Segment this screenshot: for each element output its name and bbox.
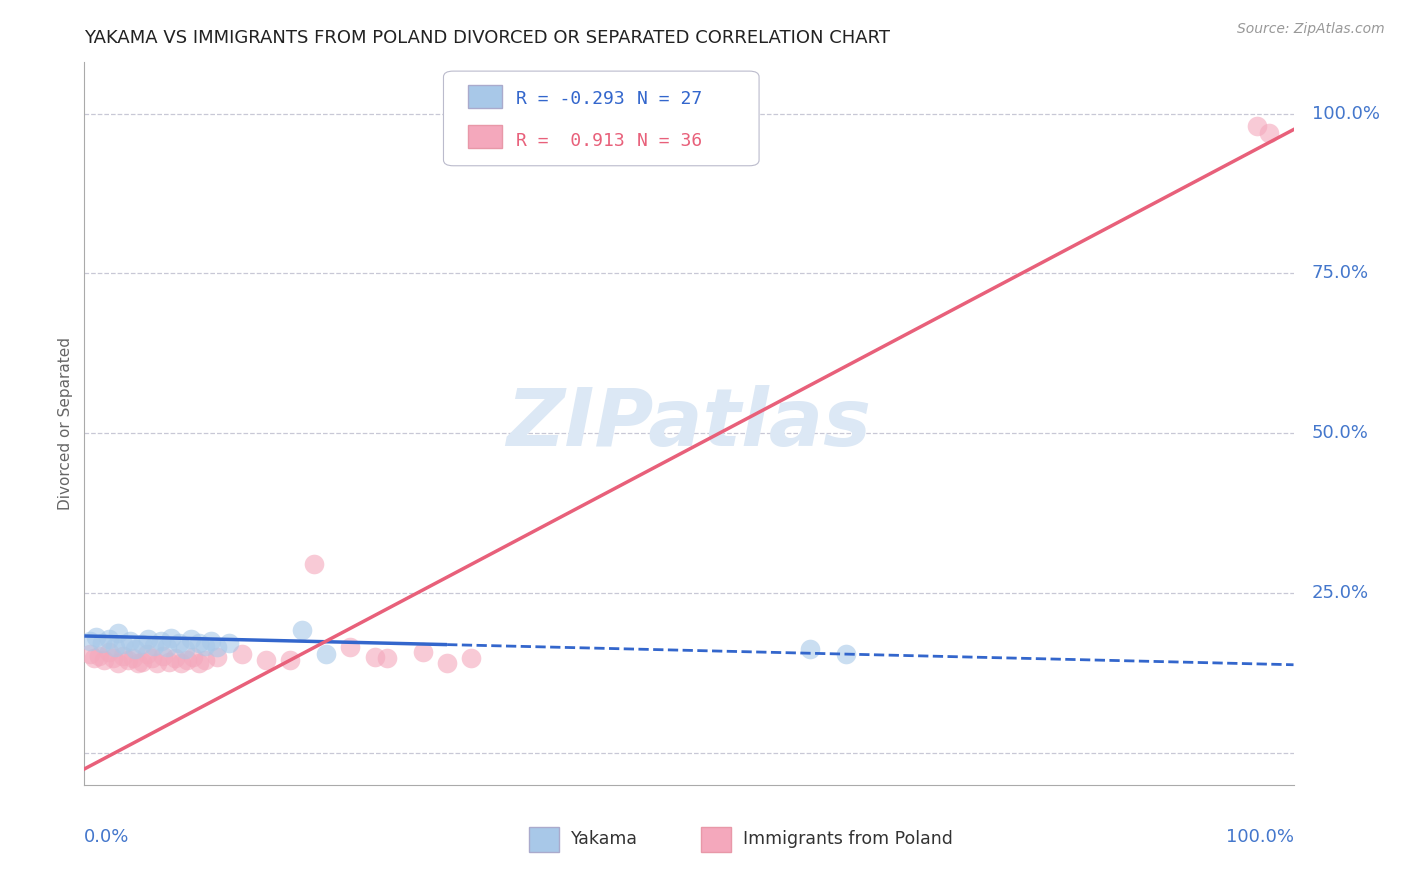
Bar <box>529 827 560 852</box>
Point <box>138 632 160 647</box>
Text: Immigrants from Poland: Immigrants from Poland <box>744 830 953 848</box>
Bar <box>468 125 502 148</box>
Point <box>194 653 217 667</box>
Point <box>155 640 177 655</box>
Point <box>291 624 314 638</box>
Point <box>835 647 858 661</box>
Point <box>339 640 361 655</box>
Point <box>799 642 821 657</box>
Point <box>363 650 385 665</box>
Point <box>302 558 325 572</box>
Point <box>107 657 129 671</box>
Point <box>194 639 217 653</box>
Point <box>412 645 434 659</box>
Text: 100.0%: 100.0% <box>1312 104 1379 122</box>
Point <box>141 651 163 665</box>
Text: R = -0.293: R = -0.293 <box>516 90 624 108</box>
Point <box>188 636 211 650</box>
Point <box>136 647 159 661</box>
Point <box>1258 126 1281 140</box>
Text: 50.0%: 50.0% <box>1312 425 1368 442</box>
Point <box>107 625 129 640</box>
Point <box>176 653 198 667</box>
Point <box>218 636 240 650</box>
Point <box>112 648 135 663</box>
Point <box>79 647 101 661</box>
Text: R =  0.913: R = 0.913 <box>516 132 624 150</box>
Point <box>200 634 222 648</box>
Point <box>170 657 193 671</box>
Point <box>180 632 202 647</box>
Point <box>104 640 127 655</box>
Point <box>254 653 277 667</box>
Point <box>117 653 139 667</box>
Text: ZIPatlas: ZIPatlas <box>506 384 872 463</box>
Point <box>160 631 183 645</box>
Point <box>278 653 301 667</box>
Point <box>207 640 229 655</box>
Point <box>375 651 398 665</box>
Point <box>93 653 115 667</box>
Bar <box>468 86 502 108</box>
Point <box>231 647 253 661</box>
Point <box>97 632 120 647</box>
Point <box>103 651 125 665</box>
Point <box>87 648 110 663</box>
Point <box>91 636 114 650</box>
Point <box>165 651 187 665</box>
Point <box>131 637 153 651</box>
Point <box>121 651 143 665</box>
Text: N = 36: N = 36 <box>637 132 702 150</box>
Point <box>149 634 172 648</box>
Point <box>131 655 153 669</box>
Text: Yakama: Yakama <box>571 830 638 848</box>
Point <box>1246 120 1268 134</box>
Point <box>173 641 195 656</box>
Point <box>315 647 337 661</box>
Y-axis label: Divorced or Separated: Divorced or Separated <box>58 337 73 510</box>
Point <box>120 634 142 648</box>
Point <box>207 650 229 665</box>
Point <box>436 657 458 671</box>
Point <box>167 636 190 650</box>
Point <box>152 648 174 663</box>
Text: 100.0%: 100.0% <box>1226 829 1294 847</box>
Point <box>181 650 204 665</box>
Point <box>143 639 166 653</box>
Point <box>188 657 211 671</box>
Point <box>97 645 120 659</box>
Text: N = 27: N = 27 <box>637 90 702 108</box>
Text: Source: ZipAtlas.com: Source: ZipAtlas.com <box>1237 22 1385 37</box>
Point <box>79 634 101 648</box>
Point <box>460 651 482 665</box>
FancyBboxPatch shape <box>443 71 759 166</box>
Text: 25.0%: 25.0% <box>1312 584 1369 602</box>
Point <box>157 655 180 669</box>
Point <box>146 657 169 671</box>
Text: 75.0%: 75.0% <box>1312 264 1369 283</box>
Point <box>124 641 146 656</box>
Point <box>86 630 108 644</box>
Point <box>112 637 135 651</box>
Text: 0.0%: 0.0% <box>84 829 129 847</box>
Bar <box>702 827 731 852</box>
Point <box>83 651 105 665</box>
Text: YAKAMA VS IMMIGRANTS FROM POLAND DIVORCED OR SEPARATED CORRELATION CHART: YAKAMA VS IMMIGRANTS FROM POLAND DIVORCE… <box>84 29 890 47</box>
Point <box>127 657 149 671</box>
